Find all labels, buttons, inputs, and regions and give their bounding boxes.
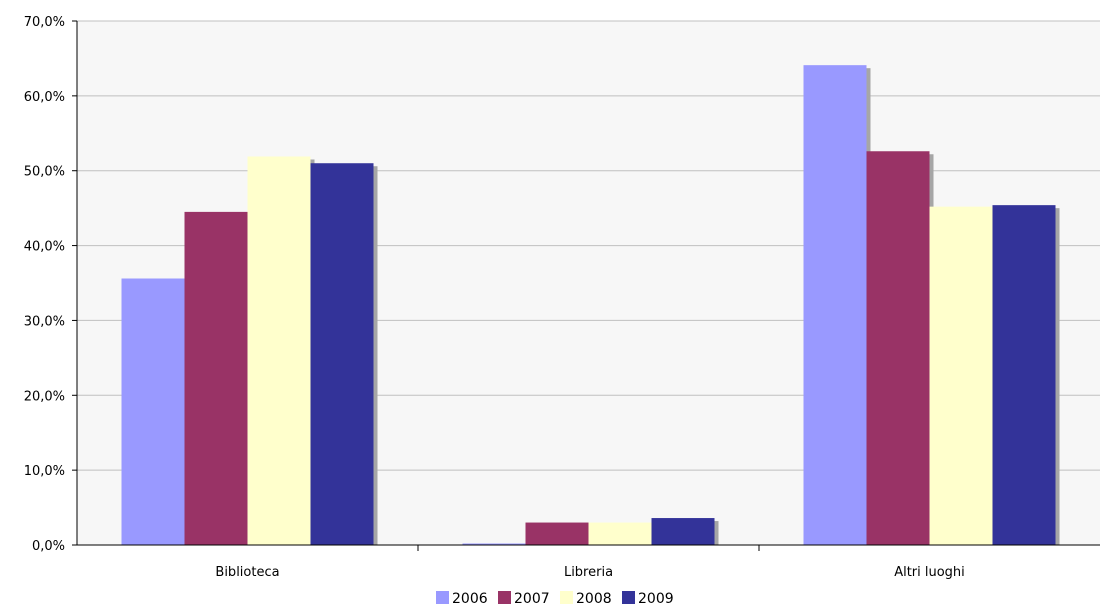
bar-2007-biblioteca	[184, 211, 248, 545]
y-tick-label: 20,0%	[24, 389, 65, 404]
x-category-label: Libreria	[564, 565, 613, 580]
bar-2008-altri-luoghi	[929, 206, 993, 545]
legend-swatch-2009	[622, 591, 635, 604]
bar-2008-libreria	[588, 522, 652, 545]
bar-2006-biblioteca	[121, 278, 185, 545]
y-tick-label: 30,0%	[24, 314, 65, 329]
legend-swatch-2007	[498, 591, 511, 604]
legend-swatch-2008	[560, 591, 573, 604]
bar-2009-biblioteca	[310, 163, 374, 545]
bar-2007-libreria	[525, 522, 589, 545]
y-tick-label: 40,0%	[24, 240, 65, 255]
x-category-label: Altri luoghi	[894, 565, 965, 580]
bar-2006-libreria	[462, 543, 526, 545]
legend-label-2009: 2009	[638, 591, 674, 607]
legend-label-2006: 2006	[452, 591, 488, 607]
bar-2009-libreria	[651, 518, 715, 545]
bar-2008-biblioteca	[247, 156, 311, 545]
y-tick-label: 50,0%	[24, 165, 65, 180]
y-tick-label: 70,0%	[24, 15, 65, 30]
legend-swatch-2006	[436, 591, 449, 604]
y-tick-label: 10,0%	[24, 464, 65, 479]
bar-2007-altri-luoghi	[866, 151, 930, 545]
bar-2006-altri-luoghi	[803, 65, 867, 545]
x-category-label: Biblioteca	[215, 565, 279, 580]
bar-2009-altri-luoghi	[992, 205, 1056, 546]
legend-label-2007: 2007	[514, 591, 550, 607]
legend-label-2008: 2008	[576, 591, 612, 607]
y-tick-label: 0,0%	[32, 539, 65, 554]
y-tick-label: 60,0%	[24, 90, 65, 105]
